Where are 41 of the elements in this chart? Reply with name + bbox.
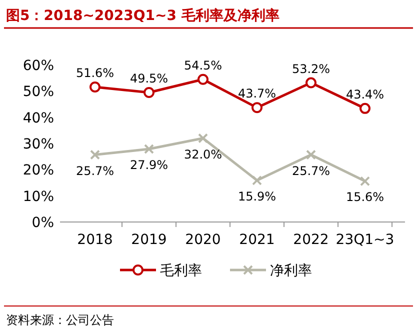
data-label: 54.5%	[184, 58, 222, 72]
data-label: 53.2%	[292, 62, 330, 76]
y-tick-label: 60%	[22, 58, 54, 74]
y-tick-label: 0%	[32, 215, 54, 231]
data-label: 27.9%	[130, 158, 168, 172]
y-tick-label: 50%	[22, 84, 54, 100]
point	[306, 77, 316, 88]
y-tick-label: 20%	[22, 162, 54, 179]
point	[306, 150, 316, 160]
data-label: 43.4%	[346, 87, 384, 102]
point	[198, 133, 208, 144]
y-tick-label: 10%	[22, 188, 54, 205]
data-label: 25.7%	[292, 164, 330, 178]
x-tick-label: 23Q1~3	[336, 232, 394, 248]
point	[90, 81, 100, 92]
x-tick-label: 2018	[77, 232, 113, 248]
data-label: 25.7%	[76, 164, 114, 178]
point	[252, 102, 262, 114]
data-label: 15.6%	[346, 190, 384, 204]
x-tick-label: 2020	[185, 232, 221, 248]
x-tick-label: 2022	[293, 232, 329, 248]
point	[198, 74, 208, 85]
data-label: 49.5%	[130, 71, 168, 86]
point	[144, 144, 154, 154]
point	[360, 102, 370, 114]
legend-label: 毛利率	[160, 263, 202, 279]
data-label: 51.6%	[76, 66, 114, 80]
point	[90, 150, 100, 160]
y-tick-label: 40%	[22, 110, 54, 126]
legend-label: 净利率	[270, 263, 312, 279]
y-tick-label: 30%	[22, 136, 54, 152]
point	[252, 175, 262, 186]
data-label: 43.7%	[238, 86, 276, 101]
point	[360, 176, 370, 186]
data-label: 15.9%	[238, 189, 276, 204]
text: 资料来源：公司公告	[6, 313, 114, 327]
point	[144, 86, 154, 98]
x-tick-label: 2021	[239, 232, 275, 248]
data-label: 32.0%	[184, 147, 222, 162]
chart-title: 图5：2018~2023Q1~3 毛利率及净利率	[6, 7, 280, 24]
x-tick-label: 2019	[131, 232, 167, 248]
